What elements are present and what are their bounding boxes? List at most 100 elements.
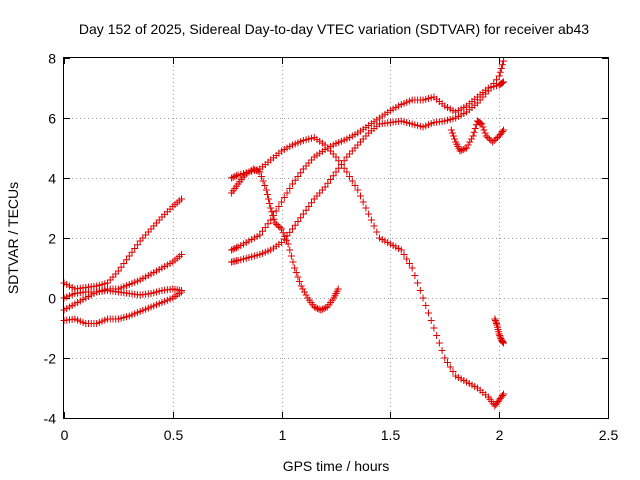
- data-point-plus: [310, 303, 318, 311]
- data-point-plus: [359, 198, 367, 206]
- y-tick-label: 6: [48, 111, 56, 127]
- data-point-plus: [469, 132, 477, 140]
- data-point-plus: [259, 177, 267, 185]
- data-point-plus: [299, 285, 307, 293]
- data-point-plus: [318, 305, 326, 313]
- data-point-plus: [490, 137, 498, 144]
- data-point-plus: [324, 179, 332, 187]
- data-point-plus: [321, 183, 329, 191]
- data-point-plus: [450, 132, 458, 140]
- series-arc-i: [447, 117, 508, 155]
- data-point-plus: [484, 87, 492, 95]
- data-point-plus: [232, 244, 240, 252]
- data-point-plus: [491, 317, 499, 324]
- data-point-plus: [296, 278, 304, 285]
- data-point-plus: [117, 263, 125, 271]
- data-point-plus: [294, 173, 302, 180]
- data-point-plus: [178, 195, 186, 203]
- data-point-plus: [263, 191, 271, 198]
- data-point-plus: [470, 128, 478, 136]
- data-point-plus: [403, 255, 411, 263]
- data-point-plus: [329, 172, 337, 180]
- data-point-plus: [332, 153, 340, 161]
- data-point-plus: [471, 125, 479, 132]
- data-point-plus: [487, 83, 495, 91]
- data-point-plus: [123, 256, 131, 264]
- y-tick-label: 8: [48, 51, 56, 67]
- data-point-plus: [500, 57, 508, 65]
- data-point-plus: [354, 186, 362, 194]
- data-point-plus: [477, 119, 485, 127]
- data-point-plus: [317, 306, 325, 314]
- data-point-plus: [282, 236, 290, 244]
- data-point-plus: [362, 204, 370, 212]
- data-point-plus: [485, 135, 493, 143]
- data-point-plus: [228, 246, 236, 254]
- data-point-plus: [492, 318, 500, 326]
- plot-frame: [63, 57, 609, 419]
- data-point-plus: [284, 240, 292, 248]
- data-point-plus: [114, 267, 122, 275]
- data-point-plus: [492, 320, 500, 327]
- data-point-plus: [275, 203, 283, 210]
- data-point-plus: [294, 218, 302, 225]
- x-tick-label: 0: [61, 427, 69, 443]
- data-point-plus: [405, 260, 413, 267]
- data-point-plus: [289, 258, 297, 266]
- series-arc-f: [228, 78, 508, 254]
- data-point-plus: [491, 315, 499, 323]
- data-point-plus: [279, 229, 287, 237]
- data-point-plus: [178, 251, 186, 258]
- data-point-plus: [498, 79, 506, 87]
- data-point-plus: [500, 339, 508, 347]
- data-point-plus: [257, 173, 265, 180]
- data-point-plus: [351, 182, 359, 189]
- data-point-plus: [268, 208, 276, 216]
- data-point-plus: [251, 166, 259, 174]
- data-point-plus: [438, 347, 446, 354]
- data-point-plus: [498, 392, 506, 399]
- x-tick-label: 2.5: [599, 427, 619, 443]
- data-points: [60, 57, 508, 410]
- data-point-plus: [496, 68, 504, 76]
- x-axis-label: GPS time / hours: [283, 458, 390, 474]
- data-point-plus: [397, 246, 405, 254]
- y-tick-label: 4: [48, 171, 56, 187]
- data-point-plus: [229, 173, 237, 181]
- axis-ticks: 0 0.5 1 1.5 2 2.5 -4 -2 0 2 4 6 8: [44, 51, 619, 444]
- data-point-plus: [253, 167, 261, 174]
- data-point-plus: [332, 168, 340, 176]
- series-arc-a: [60, 195, 186, 293]
- data-point-plus: [232, 172, 240, 180]
- data-point-plus: [312, 304, 320, 312]
- data-point-plus: [492, 76, 500, 84]
- data-point-plus: [131, 245, 139, 252]
- data-point-plus: [346, 173, 354, 180]
- data-point-plus: [287, 252, 295, 260]
- data-point-plus: [278, 198, 286, 206]
- data-point-plus: [265, 195, 273, 203]
- data-point-plus: [500, 78, 508, 86]
- data-point-plus: [458, 146, 466, 154]
- data-point-plus: [367, 216, 375, 224]
- data-point-plus: [481, 129, 489, 137]
- data-point-plus: [499, 338, 507, 346]
- data-point-plus: [411, 272, 419, 279]
- data-point-plus: [427, 317, 435, 324]
- data-point-plus: [267, 216, 275, 224]
- data-point-plus: [478, 120, 486, 128]
- y-tick-label: -2: [44, 351, 57, 367]
- data-point-plus: [286, 246, 294, 254]
- data-point-plus: [261, 182, 269, 189]
- data-point-plus: [343, 168, 351, 176]
- data-point-plus: [254, 167, 262, 175]
- data-point-plus: [228, 174, 236, 182]
- data-point-plus: [291, 221, 299, 229]
- data-point-plus: [441, 354, 449, 362]
- data-point-plus: [492, 135, 500, 143]
- data-point-plus: [500, 390, 508, 398]
- data-point-plus: [320, 305, 328, 312]
- data-point-plus: [267, 204, 275, 212]
- data-point-plus: [133, 241, 141, 249]
- data-point-plus: [334, 285, 342, 293]
